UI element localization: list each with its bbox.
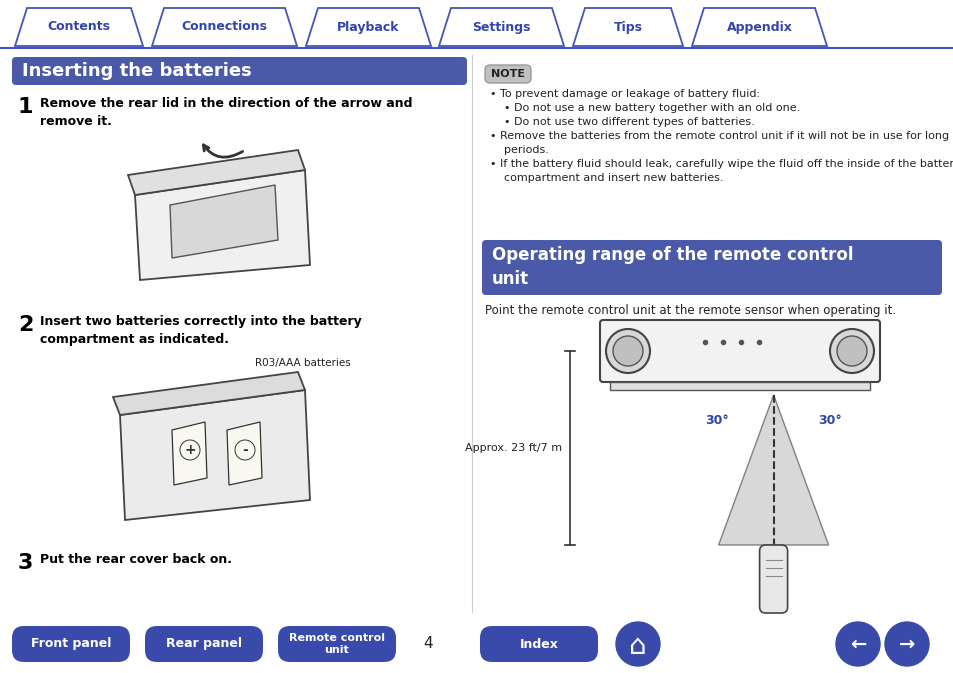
Text: • Remove the batteries from the remote control unit if it will not be in use for: • Remove the batteries from the remote c… (490, 131, 948, 141)
Text: Put the rear cover back on.: Put the rear cover back on. (40, 553, 232, 566)
Circle shape (829, 329, 873, 373)
FancyBboxPatch shape (481, 240, 941, 295)
Text: Operating range of the remote control
unit: Operating range of the remote control un… (492, 246, 853, 289)
Polygon shape (15, 8, 143, 46)
Text: NOTE: NOTE (491, 69, 524, 79)
Text: R03/AAA batteries: R03/AAA batteries (254, 358, 351, 368)
Text: →: → (898, 635, 914, 653)
Text: • Do not use a new battery together with an old one.: • Do not use a new battery together with… (490, 103, 800, 113)
Text: Point the remote control unit at the remote sensor when operating it.: Point the remote control unit at the rem… (484, 304, 895, 317)
Polygon shape (227, 422, 262, 485)
FancyBboxPatch shape (484, 65, 531, 83)
FancyBboxPatch shape (479, 626, 598, 662)
Text: ⌂: ⌂ (629, 632, 646, 660)
FancyBboxPatch shape (759, 545, 787, 613)
FancyBboxPatch shape (145, 626, 263, 662)
Text: periods.: periods. (490, 145, 548, 155)
Text: Approx. 23 ft/7 m: Approx. 23 ft/7 m (464, 443, 561, 453)
Text: Settings: Settings (472, 20, 530, 34)
Circle shape (613, 336, 642, 366)
Polygon shape (120, 390, 310, 520)
Text: Index: Index (519, 637, 558, 651)
Text: • If the battery fluid should leak, carefully wipe the fluid off the inside of t: • If the battery fluid should leak, care… (490, 159, 953, 169)
Bar (609, 382, 869, 390)
Circle shape (835, 622, 879, 666)
Text: Front panel: Front panel (30, 637, 112, 651)
Polygon shape (172, 422, 207, 485)
Polygon shape (438, 8, 563, 46)
Circle shape (605, 329, 649, 373)
Polygon shape (135, 170, 310, 280)
Text: 1: 1 (18, 97, 33, 117)
Polygon shape (691, 8, 826, 46)
FancyBboxPatch shape (12, 57, 467, 85)
Text: 3: 3 (18, 553, 33, 573)
Polygon shape (152, 8, 296, 46)
Polygon shape (718, 395, 828, 545)
Text: • Do not use two different types of batteries.: • Do not use two different types of batt… (490, 117, 754, 127)
Polygon shape (128, 150, 305, 195)
Text: Appendix: Appendix (726, 20, 792, 34)
Text: Playback: Playback (337, 20, 399, 34)
Text: compartment and insert new batteries.: compartment and insert new batteries. (490, 173, 722, 183)
FancyBboxPatch shape (599, 320, 879, 382)
Text: 30°: 30° (818, 413, 841, 427)
Polygon shape (573, 8, 682, 46)
Text: +: + (184, 443, 195, 457)
FancyBboxPatch shape (12, 626, 130, 662)
Text: 2: 2 (18, 315, 33, 335)
Text: Inserting the batteries: Inserting the batteries (22, 62, 252, 80)
Text: Remove the rear lid in the direction of the arrow and
remove it.: Remove the rear lid in the direction of … (40, 97, 412, 128)
Text: ←: ← (849, 635, 865, 653)
Text: -: - (242, 443, 248, 457)
Polygon shape (112, 372, 305, 415)
FancyBboxPatch shape (277, 626, 395, 662)
Polygon shape (306, 8, 431, 46)
Text: Rear panel: Rear panel (166, 637, 242, 651)
Text: Contents: Contents (48, 20, 111, 34)
Text: Tips: Tips (613, 20, 641, 34)
Text: Insert two batteries correctly into the battery
compartment as indicated.: Insert two batteries correctly into the … (40, 315, 361, 346)
Text: 4: 4 (423, 637, 433, 651)
Circle shape (616, 622, 659, 666)
Text: • To prevent damage or leakage of battery fluid:: • To prevent damage or leakage of batter… (490, 89, 760, 99)
Circle shape (884, 622, 928, 666)
Circle shape (836, 336, 866, 366)
Polygon shape (170, 185, 277, 258)
Text: Connections: Connections (181, 20, 267, 34)
Text: Remote control
unit: Remote control unit (289, 633, 385, 656)
Text: 30°: 30° (704, 413, 728, 427)
